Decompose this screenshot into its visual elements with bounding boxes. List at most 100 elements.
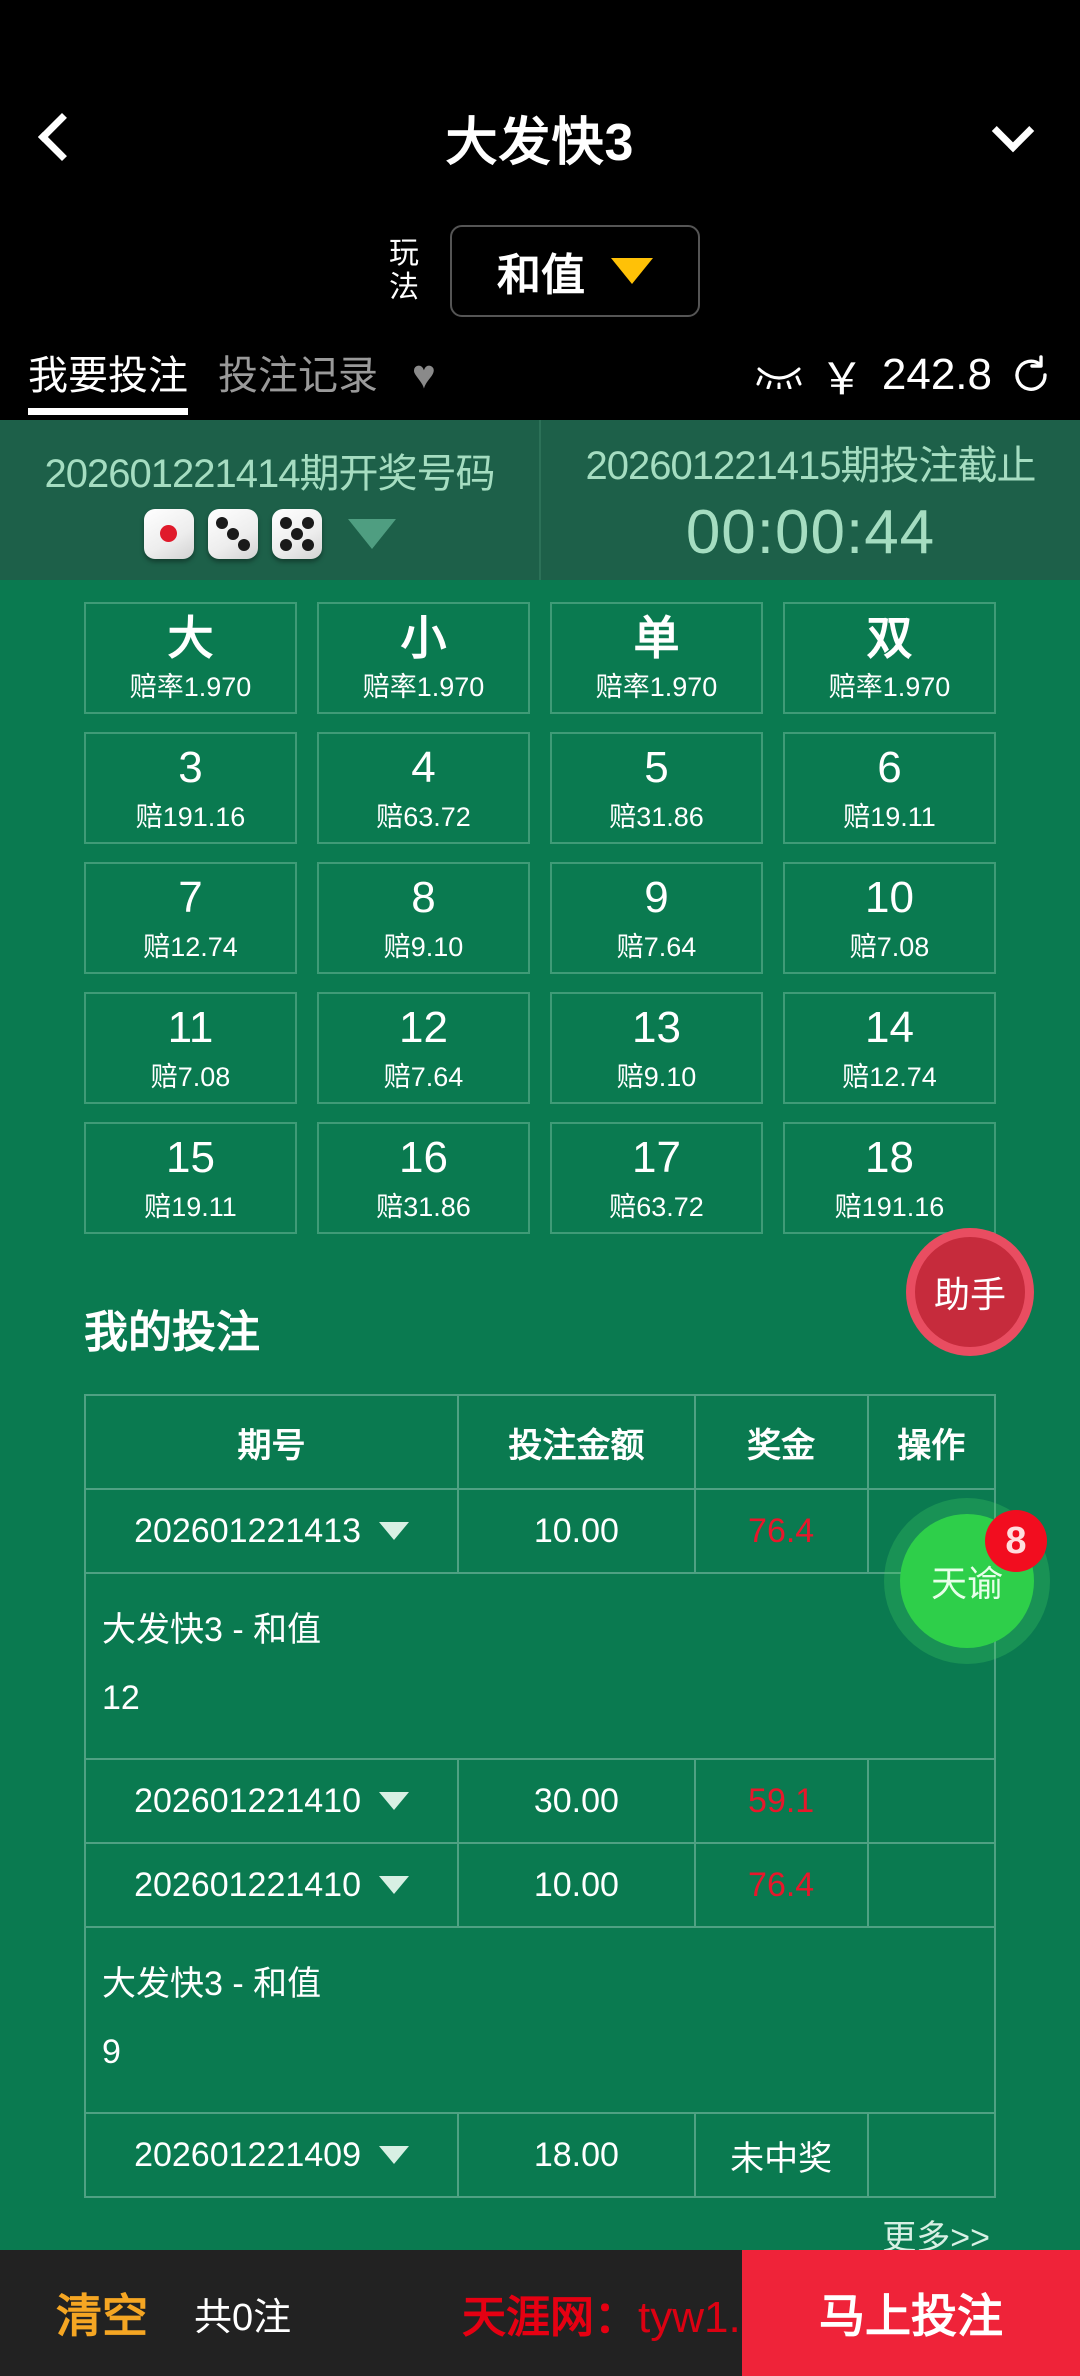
bet-cell-da[interactable]: 大 赔率1.970 [84, 602, 297, 714]
issue-number: 202601221410 [134, 1865, 361, 1904]
chevron-left-icon [37, 112, 87, 162]
table-header-row: 期号 投注金额 奖金 操作 [83, 1394, 997, 1490]
bet-cell-odds: 赔191.16 [834, 1191, 945, 1222]
bet-cell-11[interactable]: 11 赔7.08 [84, 992, 297, 1104]
bet-cell-17[interactable]: 17 赔63.72 [550, 1122, 763, 1234]
cell-detail: 大发快3 - 和值 12 [84, 1572, 996, 1760]
table-row[interactable]: 202601221409 18.00 未中奖 [83, 2112, 997, 2198]
mybets-title: 我的投注 [84, 1308, 260, 1357]
cell-prize: 59.1 [693, 1758, 869, 1844]
bet-cell-label: 17 [632, 1132, 681, 1182]
bet-cell-10[interactable]: 10 赔7.08 [783, 862, 996, 974]
detail-pick: 12 [102, 1679, 140, 1717]
bet-cell-16[interactable]: 16 赔31.86 [317, 1122, 530, 1234]
tab-bet-history[interactable]: 投注记录 [218, 354, 378, 398]
cell-issue[interactable]: 202601221410 [83, 1758, 460, 1844]
cell-action[interactable] [866, 2112, 997, 2198]
table-detail-row: 大发快3 - 和值 9 [84, 1926, 996, 2114]
balance-currency: ￥ [819, 355, 864, 404]
submit-bet-button[interactable]: 马上投注 [742, 2250, 1080, 2376]
balance-amount: 242.8 [881, 350, 992, 399]
bet-cell-12[interactable]: 12 赔7.64 [317, 992, 530, 1104]
bet-cell-label: 11 [167, 1002, 214, 1052]
bet-cell-label: 小 [400, 611, 447, 664]
bet-cell-15[interactable]: 15 赔19.11 [84, 1122, 297, 1234]
th-amount: 投注金额 [457, 1394, 696, 1490]
page-title: 大发快3 [445, 113, 635, 172]
triangle-down-icon[interactable] [379, 1522, 409, 1540]
bet-cell-odds: 赔9.10 [616, 1061, 697, 1092]
eye-closed-icon[interactable] [756, 361, 802, 389]
bet-cell-4[interactable]: 4 赔63.72 [317, 732, 530, 844]
bet-cell-label: 14 [865, 1002, 914, 1052]
draw-result-panel[interactable]: 202601221414期开奖号码 [0, 420, 541, 580]
triangle-down-icon [611, 258, 653, 284]
bet-cell-18[interactable]: 18 赔191.16 [783, 1122, 996, 1234]
cell-amount: 30.00 [457, 1758, 696, 1844]
bet-cell-odds: 赔7.64 [616, 931, 697, 962]
draw-issue-label: 202601221414期开奖号码 [44, 452, 496, 496]
bet-cell-xiao[interactable]: 小 赔率1.970 [317, 602, 530, 714]
tab-place-bet[interactable]: 我要投注 [28, 343, 188, 415]
bet-cell-odds: 赔率1.970 [129, 671, 252, 702]
info-bar: 202601221414期开奖号码 202601221415期投注截止 00:0… [0, 420, 1080, 580]
bet-cell-odds: 赔63.72 [376, 801, 471, 832]
bet-cell-odds: 赔63.72 [609, 1191, 704, 1222]
issue-number: 202601221413 [134, 1511, 361, 1550]
table-row[interactable]: 202601221410 10.00 76.4 [83, 1842, 997, 1928]
back-button[interactable] [0, 62, 110, 212]
bet-cell-14[interactable]: 14 赔12.74 [783, 992, 996, 1104]
tab-bar: 我要投注 投注记录 ♥ ￥ 242.8 [0, 330, 1080, 420]
table-row[interactable]: 202601221410 30.00 59.1 [83, 1758, 997, 1844]
cell-issue[interactable]: 202601221413 [83, 1488, 460, 1574]
clear-button[interactable]: 清空 [56, 2290, 148, 2342]
cell-action[interactable] [866, 1842, 997, 1928]
playmode-row: 玩法 和值 [0, 212, 1080, 330]
detail-pick: 9 [102, 2033, 121, 2071]
cell-amount: 10.00 [457, 1488, 696, 1574]
bet-cell-label: 12 [399, 1002, 448, 1052]
cell-action[interactable] [866, 1758, 997, 1844]
bet-cell-13[interactable]: 13 赔9.10 [550, 992, 763, 1104]
bet-cell-5[interactable]: 5 赔31.86 [550, 732, 763, 844]
die-3 [271, 509, 322, 559]
bet-grid: 大 赔率1.970 小 赔率1.970 单 赔率1.970 双 赔率1.970 … [0, 580, 1080, 1234]
th-prize: 奖金 [693, 1394, 869, 1490]
bet-cell-odds: 赔31.86 [376, 1191, 471, 1222]
triangle-down-icon[interactable] [379, 2146, 409, 2164]
bet-cell-label: 8 [411, 872, 436, 922]
triangle-down-icon[interactable] [379, 1792, 409, 1810]
watermark-cn: 天涯网： [462, 2293, 638, 2342]
bet-cell-odds: 赔19.11 [144, 1191, 237, 1222]
cell-amount: 10.00 [457, 1842, 696, 1928]
cell-amount: 18.00 [457, 2112, 696, 2198]
app-header: 大发快3 [0, 62, 1080, 212]
cell-issue[interactable]: 202601221410 [83, 1842, 460, 1928]
bet-cell-3[interactable]: 3 赔191.16 [84, 732, 297, 844]
bet-cell-7[interactable]: 7 赔12.74 [84, 862, 297, 974]
cell-issue[interactable]: 202601221409 [83, 2112, 460, 2198]
detail-game: 大发快3 - 和值 [102, 1611, 322, 1649]
bet-cell-6[interactable]: 6 赔19.11 [783, 732, 996, 844]
triangle-down-icon[interactable] [347, 519, 396, 549]
table-row[interactable]: 202601221413 10.00 76.4 [83, 1488, 997, 1574]
issue-number: 202601221409 [134, 2135, 361, 2174]
chevron-down-icon[interactable] [991, 109, 1035, 153]
bet-cell-shuang[interactable]: 双 赔率1.970 [783, 602, 996, 714]
bet-cell-dan[interactable]: 单 赔率1.970 [550, 602, 763, 714]
assistant-fab[interactable]: 助手 [906, 1228, 1034, 1356]
bet-cell-odds: 赔7.08 [150, 1061, 231, 1092]
countdown-panel: 202601221415期投注截止 00:00:44 [541, 420, 1080, 580]
die-2 [207, 509, 258, 559]
bet-cell-odds: 赔191.16 [135, 801, 246, 832]
heart-icon[interactable]: ♥ [412, 352, 436, 397]
bet-cell-8[interactable]: 8 赔9.10 [317, 862, 530, 974]
bet-cell-label: 7 [178, 872, 203, 922]
refresh-icon[interactable] [1010, 354, 1052, 396]
assistant-fab-label: 助手 [933, 1274, 1006, 1315]
playmode-select[interactable]: 和值 [450, 225, 700, 317]
bet-cell-label: 4 [411, 742, 436, 792]
triangle-down-icon[interactable] [379, 1876, 409, 1894]
bet-cell-9[interactable]: 9 赔7.64 [550, 862, 763, 974]
bet-cell-label: 单 [633, 611, 680, 664]
